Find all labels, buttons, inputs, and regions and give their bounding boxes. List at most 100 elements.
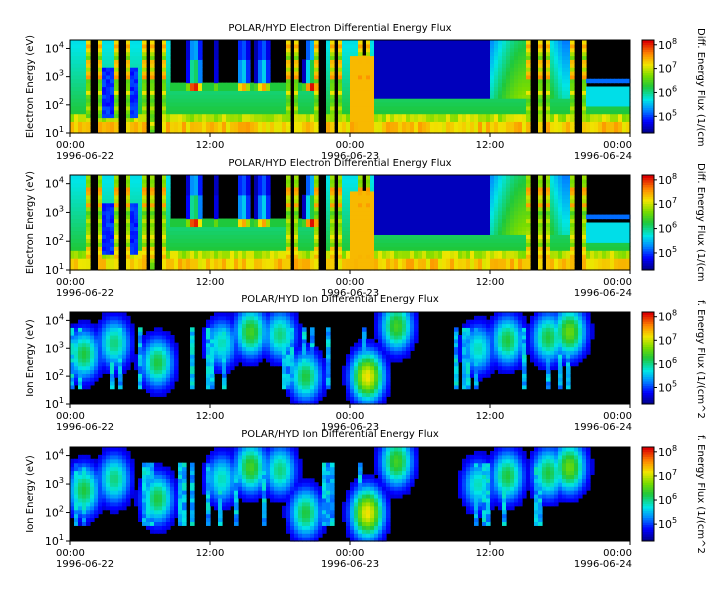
heatmap-cell (502, 74, 507, 80)
heatmap-cell (426, 51, 431, 57)
heatmap-cell (150, 102, 155, 107)
heatmap-cell (406, 90, 411, 95)
heatmap-cell (374, 71, 379, 76)
heatmap-cell (362, 105, 367, 111)
heatmap-cell (482, 121, 487, 126)
heatmap-cell (206, 90, 211, 95)
heatmap-cell (74, 129, 79, 134)
heatmap-cell (382, 94, 387, 99)
heatmap-cell (266, 218, 271, 224)
heatmap-cell (502, 129, 507, 134)
heatmap-cell (234, 82, 239, 88)
heatmap-cell (482, 214, 487, 220)
heatmap-cell (390, 182, 395, 188)
heatmap-cell (430, 210, 435, 216)
heatmap-cell (186, 258, 191, 263)
heatmap-cell (242, 218, 247, 224)
heatmap-cell (310, 190, 315, 196)
heatmap-cell (538, 90, 543, 95)
heatmap-cell (194, 71, 199, 76)
heatmap-cell (410, 55, 415, 60)
heatmap-cell (518, 175, 523, 180)
heatmap-cell (262, 98, 267, 103)
y-tick-label: 101 (45, 125, 64, 140)
heatmap-cell (274, 82, 279, 88)
heatmap-cell (498, 98, 503, 103)
heatmap-cell (330, 117, 335, 122)
heatmap-cell (442, 82, 447, 88)
heatmap-cell (506, 230, 511, 235)
heatmap-cell (394, 198, 399, 204)
heatmap-cell (270, 113, 275, 119)
heatmap-cell (262, 43, 267, 49)
heatmap-cell (526, 109, 531, 115)
heatmap-cell (142, 206, 147, 212)
heatmap-cell (226, 98, 231, 103)
heatmap-cell (350, 90, 355, 95)
heatmap-cell (554, 113, 559, 119)
heatmap-cell (162, 113, 167, 119)
heatmap-cell (358, 250, 363, 255)
heatmap-cell (330, 82, 335, 88)
heatmap-cell (378, 98, 383, 103)
heatmap-cell (78, 262, 83, 267)
heatmap-cell (106, 194, 111, 200)
heatmap-cell (550, 67, 555, 72)
heatmap-cell (274, 218, 279, 224)
heatmap-cell (294, 226, 299, 232)
heatmap-cell (178, 222, 183, 228)
heatmap-cell (398, 55, 403, 60)
heatmap-cell (262, 254, 267, 259)
heatmap-cell (270, 258, 275, 263)
heatmap-cell (514, 102, 519, 107)
heatmap-cell (522, 129, 527, 134)
heatmap-cell (74, 51, 79, 57)
heatmap-cell (254, 206, 259, 212)
heatmap-cell (422, 121, 427, 126)
heatmap-cell (78, 125, 83, 130)
heatmap-cell (166, 102, 171, 107)
heatmap-cell (270, 129, 275, 134)
heatmap-cell (330, 102, 335, 107)
heatmap-cell (394, 266, 399, 271)
heatmap-cell (454, 250, 459, 255)
heatmap-cell (582, 78, 587, 84)
heatmap-cell (342, 262, 347, 267)
heatmap-cell (114, 125, 119, 130)
heatmap-cell (306, 86, 311, 91)
heatmap-cell (86, 121, 91, 126)
heatmap-cell (586, 98, 591, 103)
heatmap-cell (246, 182, 251, 188)
heatmap-cell (302, 86, 307, 91)
heatmap-cell (386, 254, 391, 259)
heatmap-cell (178, 250, 183, 255)
heatmap-cell (414, 59, 419, 64)
heatmap-cell (210, 246, 215, 251)
heatmap-cell (338, 242, 343, 247)
heatmap-cell (74, 43, 79, 49)
heatmap-cell (494, 190, 499, 196)
heatmap-cell (358, 94, 363, 99)
heatmap-cell (70, 178, 75, 184)
heatmap-cell (78, 86, 83, 91)
heatmap-cell (374, 186, 379, 192)
heatmap-cell (394, 250, 399, 255)
heatmap-cell (394, 186, 399, 192)
heatmap-cell (326, 94, 331, 99)
heatmap-cell (194, 218, 199, 224)
heatmap-cell (506, 98, 511, 103)
heatmap-cell (78, 218, 83, 224)
heatmap-cell (138, 242, 143, 247)
heatmap-cell (426, 222, 431, 228)
heatmap-cell (262, 226, 267, 232)
heatmap-cell (242, 67, 247, 72)
heatmap-cell (306, 175, 311, 180)
heatmap-cell (602, 125, 607, 130)
heatmap-cell (234, 218, 239, 224)
heatmap-cell (238, 206, 243, 212)
heatmap-cell (298, 102, 303, 107)
heatmap-cell (430, 90, 435, 95)
heatmap-cell (246, 51, 251, 57)
heatmap-cell (478, 71, 483, 76)
heatmap-cell (142, 51, 147, 57)
